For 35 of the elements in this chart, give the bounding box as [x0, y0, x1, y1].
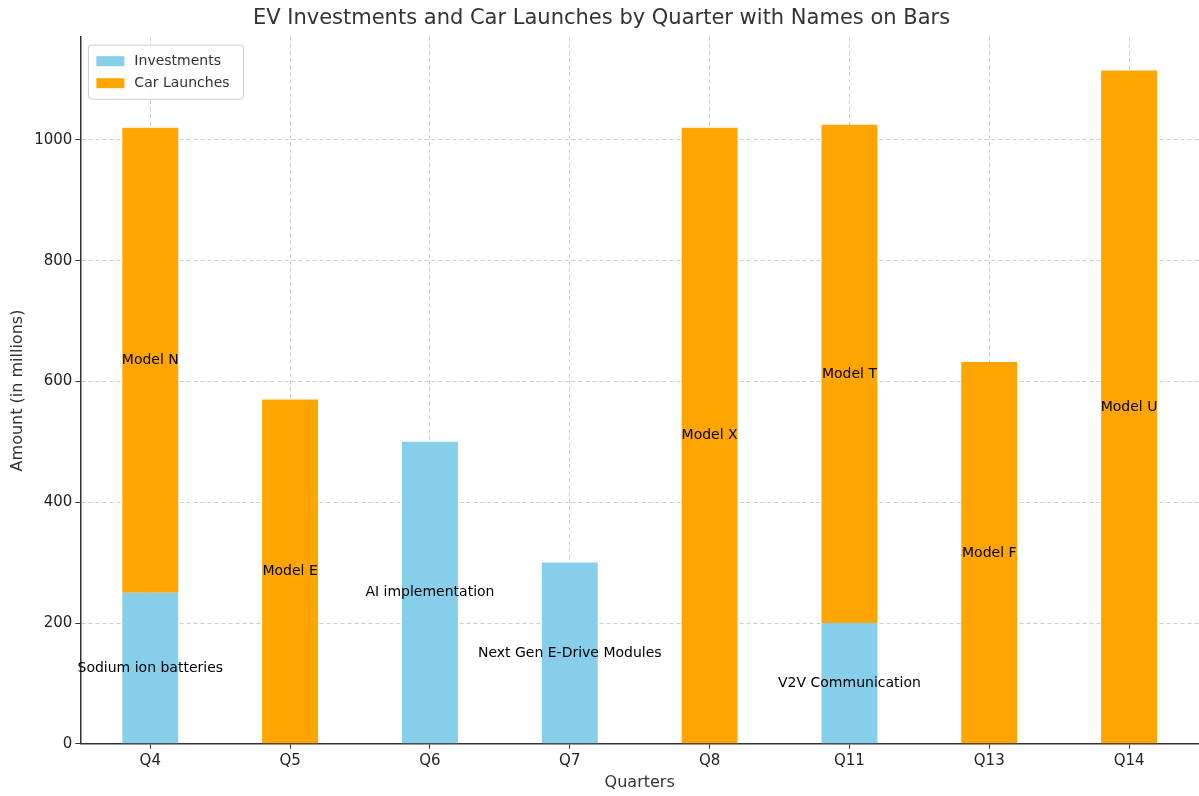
y-tick-label: 400 — [43, 492, 73, 511]
data-label: Model X — [681, 426, 739, 443]
bar — [541, 562, 598, 744]
x-tick-label: Q5 — [279, 750, 301, 769]
x-tick-label: Q7 — [559, 750, 581, 769]
y-tick-label: 800 — [43, 250, 73, 269]
x-tick-label: Q13 — [973, 750, 1005, 769]
data-label: V2V Communication — [778, 674, 921, 691]
x-tick-label: Q6 — [419, 750, 441, 769]
y-tick-label: 0 — [62, 733, 73, 752]
legend-label: Car Launches — [134, 73, 230, 90]
data-label: Model U — [1100, 397, 1158, 414]
data-label: AI implementation — [365, 583, 495, 600]
bar — [961, 362, 1018, 744]
x-tick-label: Q4 — [139, 750, 161, 769]
bar — [1101, 70, 1158, 744]
data-label: Model E — [262, 562, 318, 579]
bar — [821, 124, 878, 624]
y-axis-title: Amount (in millions) — [6, 309, 26, 472]
data-label: Model F — [961, 543, 1017, 560]
y-tick-label: 600 — [43, 371, 73, 390]
bar — [122, 127, 179, 593]
x-axis-title: Quarters — [604, 771, 675, 791]
legend-label: Investments — [134, 51, 221, 68]
x-tick-label: Q14 — [1113, 750, 1145, 769]
data-label: Model N — [121, 350, 179, 367]
chart-title: EV Investments and Car Launches by Quarter with Names on Bars — [252, 5, 951, 30]
y-tick-label: 1000 — [34, 129, 73, 148]
x-tick-label: Q11 — [833, 750, 865, 769]
data-label: Next Gen E-Drive Modules — [477, 643, 662, 660]
data-label: Model T — [821, 364, 878, 381]
bar — [681, 127, 738, 744]
x-tick-label: Q8 — [698, 750, 721, 769]
bar — [262, 399, 319, 744]
y-tick-label: 200 — [43, 612, 73, 631]
